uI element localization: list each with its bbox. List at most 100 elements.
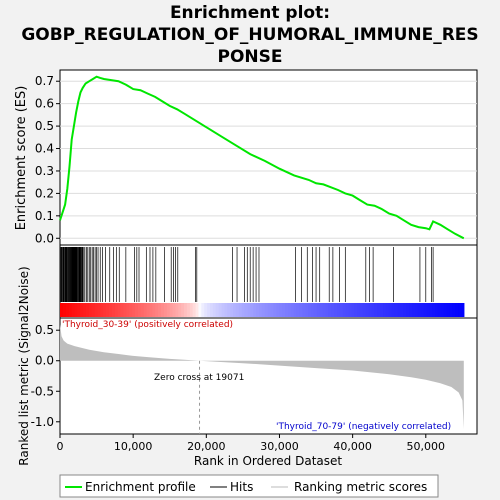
es-panel xyxy=(59,69,478,246)
color-bar-segment xyxy=(218,303,223,317)
metric-ytick-label: -1.0 xyxy=(31,415,54,429)
color-bar-segment xyxy=(287,303,292,317)
color-bar-segment xyxy=(270,303,275,317)
color-bar-segment xyxy=(322,303,326,317)
color-bar-segment xyxy=(120,303,125,317)
color-bar-segment xyxy=(189,303,194,317)
color-bar-segment xyxy=(345,303,350,317)
color-bar-segment xyxy=(250,303,254,317)
color-bar-segment xyxy=(308,303,312,317)
color-bar-segment xyxy=(160,303,165,317)
metric-y-ticks: 0.5 0.0 -0.5 -1.0 xyxy=(31,323,60,429)
color-bar-segment xyxy=(256,303,260,317)
color-bar-segment xyxy=(368,303,373,317)
color-bar-segment xyxy=(103,303,107,317)
color-bar-segment xyxy=(406,303,410,317)
color-bar-segment xyxy=(207,303,211,317)
legend-hits-label: Hits xyxy=(230,480,253,494)
ranked-color-bar xyxy=(60,303,465,317)
color-bar-segment xyxy=(85,303,90,317)
xtick-label: 0 xyxy=(57,440,64,453)
es-y-axis-label: Enrichment score (ES) xyxy=(14,86,29,231)
color-bar-segment xyxy=(325,303,329,317)
legend-es-label: Enrichment profile xyxy=(85,480,196,494)
color-bar-segment xyxy=(409,303,413,317)
color-bar-segment xyxy=(94,303,99,317)
metric-x-ticks: 0 10,000 20,000 30,000 40,000 50,000 xyxy=(57,434,445,453)
color-bar-segment xyxy=(100,303,104,317)
color-bar-segment xyxy=(452,303,456,317)
color-bar-segment xyxy=(247,303,251,317)
color-bar-segment xyxy=(437,303,442,317)
legend-metric-label: Ranking metric scores xyxy=(294,480,427,494)
color-bar-segment xyxy=(429,303,433,317)
color-bar-segment xyxy=(117,303,122,317)
color-bar-segment xyxy=(380,303,384,317)
color-bar-segment xyxy=(403,303,407,317)
color-bar-segment xyxy=(114,303,119,317)
color-bar-segment xyxy=(134,303,139,317)
color-bar-segment xyxy=(316,303,321,317)
color-bar-segment xyxy=(169,303,174,317)
color-bar-segment xyxy=(446,303,451,317)
xtick-label: 40,000 xyxy=(333,440,372,453)
color-bar-segment xyxy=(143,303,148,317)
color-bar-segment xyxy=(91,303,96,317)
color-bar-segment xyxy=(140,303,145,317)
color-bar-segment xyxy=(175,303,179,317)
color-bar-segment xyxy=(434,303,439,317)
color-bar-segment xyxy=(129,303,133,317)
color-bar-segment xyxy=(195,303,200,317)
color-bar-segment xyxy=(230,303,234,317)
es-ytick-label: 0.0 xyxy=(35,231,54,245)
color-bar-segment xyxy=(385,303,390,317)
color-bar-segment xyxy=(432,303,436,317)
color-bar-segment xyxy=(178,303,182,317)
color-bar-segment xyxy=(273,303,277,317)
color-bar-segment xyxy=(126,303,130,317)
color-bar-segment xyxy=(227,303,231,317)
color-bar-segment xyxy=(186,303,191,317)
x-axis-label: Rank in Ordered Dataset xyxy=(194,454,342,468)
legend: Enrichment profile Hits Ranking metric s… xyxy=(59,474,439,498)
metric-ytick-label: 0.0 xyxy=(35,354,54,368)
color-bar-segment xyxy=(264,303,269,317)
color-bar-segment xyxy=(354,303,358,317)
color-bar-segment xyxy=(224,303,228,317)
color-bar-segment xyxy=(158,303,162,317)
color-bar-segment xyxy=(181,303,185,317)
color-bar-segment xyxy=(235,303,240,317)
color-bar-segment xyxy=(420,303,425,317)
color-bar-segment xyxy=(377,303,381,317)
color-bar-segment xyxy=(374,303,378,317)
color-bar-segment xyxy=(342,303,347,317)
color-bar-segment xyxy=(397,303,401,317)
color-bar-segment xyxy=(383,303,387,317)
color-bar-segment xyxy=(458,303,462,317)
color-bar-segment xyxy=(97,303,101,317)
color-bar-segment xyxy=(77,303,81,317)
color-bar-segment xyxy=(261,303,266,317)
color-bar-segment xyxy=(313,303,318,317)
color-bar-segment xyxy=(149,303,153,317)
legend-box xyxy=(59,474,439,498)
es-ytick-label: 0.7 xyxy=(35,74,54,88)
color-bar-segment xyxy=(163,303,168,317)
metric-ytick-label: -0.5 xyxy=(31,384,54,398)
color-bar-segment xyxy=(331,303,335,317)
color-bar-segment xyxy=(362,303,367,317)
color-bar-segment xyxy=(60,303,64,317)
color-bar-segment xyxy=(88,303,93,317)
color-bar-segment xyxy=(328,303,332,317)
color-bar-segment xyxy=(132,303,136,317)
color-bar-segment xyxy=(204,303,208,317)
color-bar-segment xyxy=(233,303,237,317)
color-bar-segment xyxy=(155,303,159,317)
color-bar-segment xyxy=(319,303,324,317)
color-bar-segment xyxy=(276,303,280,317)
color-bar-segment xyxy=(279,303,283,317)
hits-layer xyxy=(60,247,434,302)
color-bar-segment xyxy=(365,303,370,317)
color-bar-segment xyxy=(152,303,156,317)
